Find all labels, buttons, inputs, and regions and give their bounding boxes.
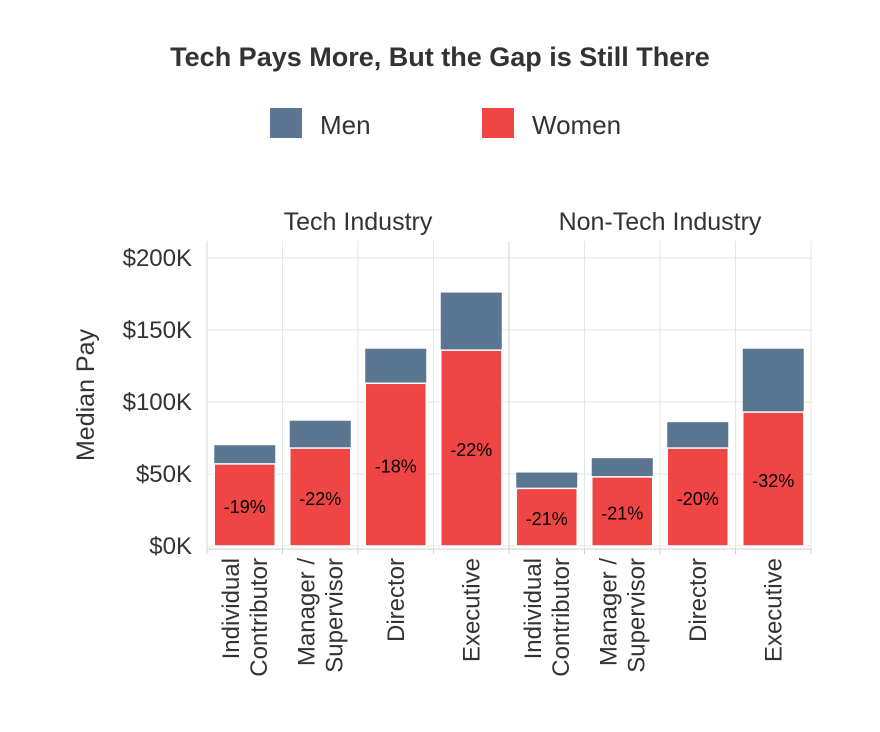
gap-label: -21% [601,503,643,523]
legend-swatch-women [482,108,514,138]
gap-label: -19% [224,497,266,517]
x-tick-label: Director [685,558,712,642]
x-tick-label: Director [383,558,410,642]
x-tick-label: Executive [760,558,787,662]
y-axis-title: Median Pay [72,328,100,461]
bar-women[interactable] [666,447,729,547]
gap-label: -18% [375,457,417,477]
y-tick-label: $0K [149,533,192,560]
x-tick-label: Executive [458,558,485,662]
legend-swatch-men [270,108,302,138]
x-tick-label: Contributor [548,558,575,677]
x-tick-label: Contributor [246,558,273,677]
gap-label: -22% [299,489,341,509]
panel-header: Tech Industry [284,208,433,236]
gap-label: -21% [526,509,568,529]
bar-women[interactable] [440,349,503,547]
y-tick-label: $200K [123,245,192,272]
y-tick-label: $150K [123,317,192,344]
bar-women[interactable] [213,463,276,547]
legend-label-women: Women [532,110,622,140]
x-tick-label: Supervisor [623,558,650,673]
x-tick-label: Individual [218,558,245,659]
panel-header: Non-Tech Industry [559,208,762,236]
y-tick-label: $50K [136,461,192,488]
gap-label: -32% [752,471,794,491]
gap-label: -22% [450,440,492,460]
bar-women[interactable] [364,382,427,547]
chart-title: Tech Pays More, But the Gap is Still The… [170,42,710,72]
bar-women[interactable] [515,487,578,547]
bar-women[interactable] [289,447,352,547]
x-tick-label: Individual [520,558,547,659]
x-tick-label: Manager / [595,558,622,666]
gap-label: -20% [677,489,719,509]
x-tick-label: Supervisor [321,558,348,673]
y-tick-label: $100K [123,389,192,416]
x-tick-label: Manager / [293,558,320,666]
bar-women[interactable] [591,476,654,547]
legend-label-men: Men [320,110,371,140]
bar-women[interactable] [742,411,805,547]
